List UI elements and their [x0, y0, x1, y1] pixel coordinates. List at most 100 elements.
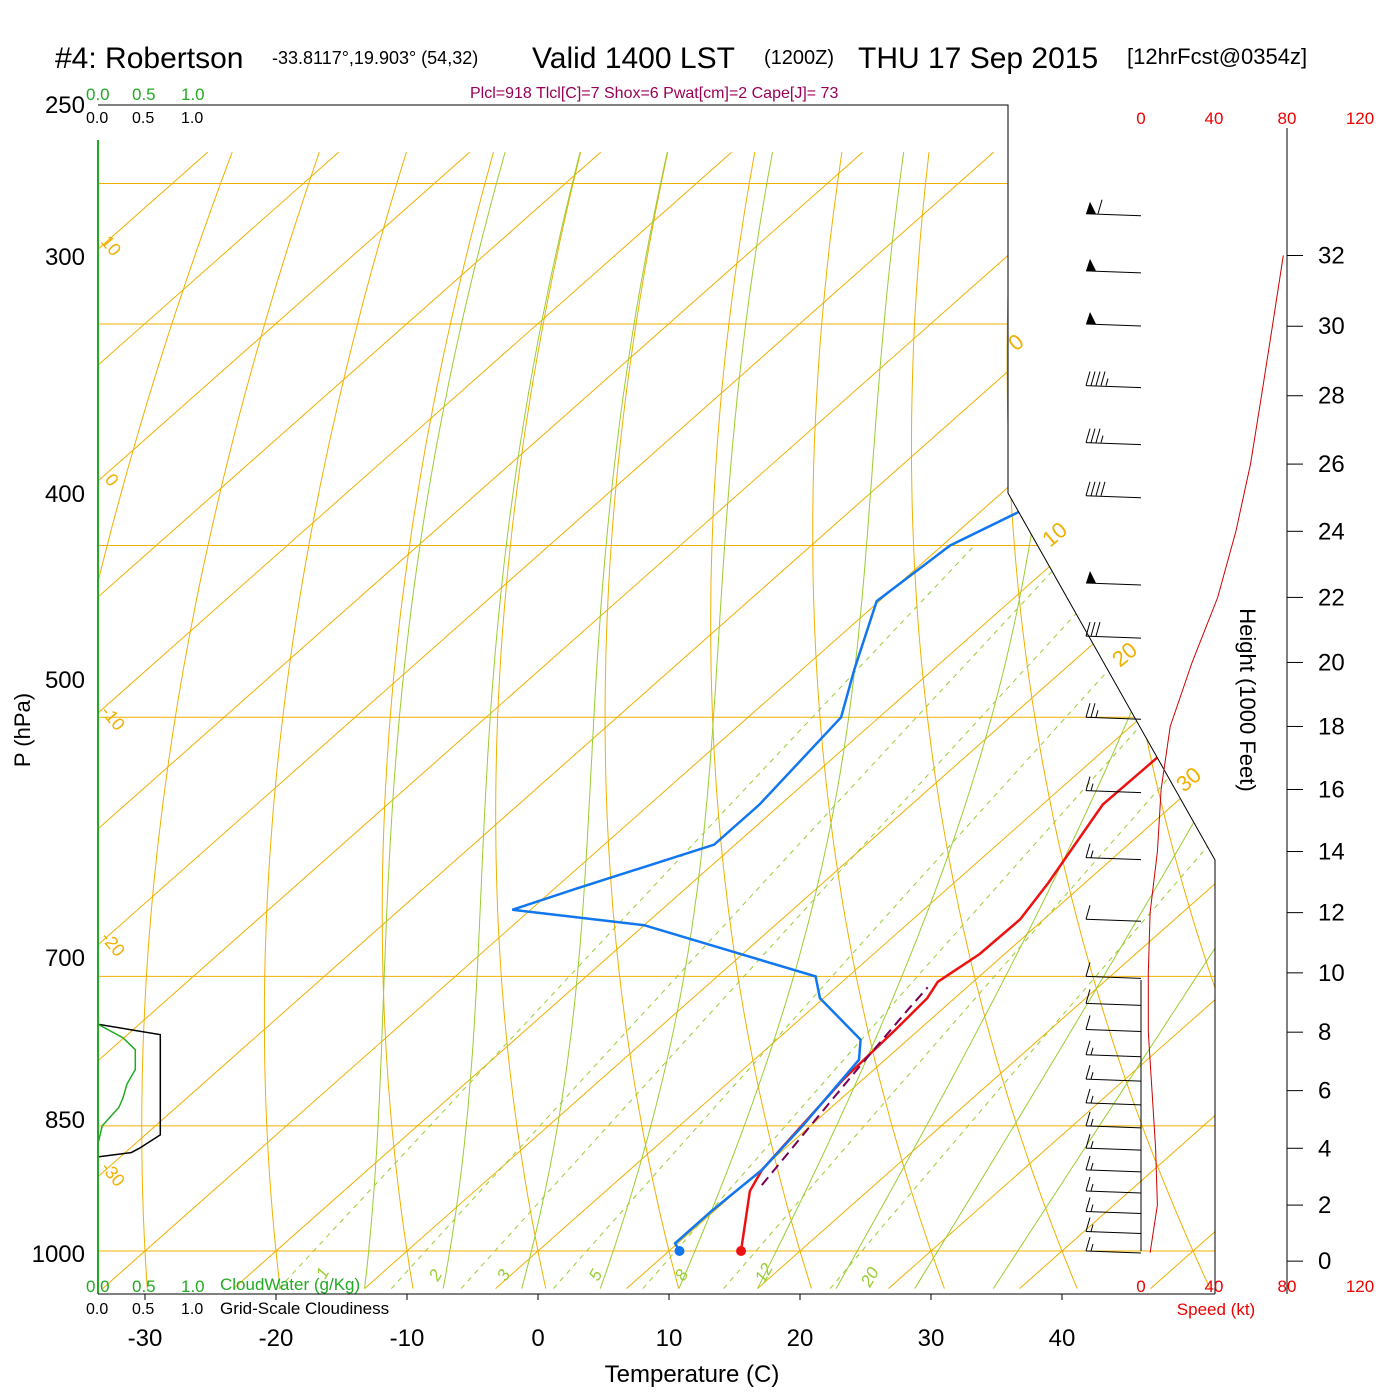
isotherm-line [98, 151, 471, 1289]
isotherm-line [98, 151, 340, 1289]
moist-adiabat [599, 152, 773, 1289]
temperature-tick: 20 [787, 1325, 814, 1352]
pressure-tick-2: 400 [45, 481, 85, 508]
speed-tick-top-1: 40 [1205, 109, 1224, 128]
cloud-scale-bottom: 0.0 0.5 1.0 CloudWater (g/Kg) 0.0 0.5 1.… [86, 1275, 389, 1318]
zulu-time: (1200Z) [764, 47, 834, 69]
wind-speed-profile [1147, 255, 1284, 1253]
stability-indices: Plcl=918 Tlcl[C]=7 Shox=6 Pwat[cm]=2 Cap… [470, 85, 838, 102]
wind-barb [1085, 989, 1142, 1006]
height-tick: 4 [1318, 1135, 1331, 1162]
wind-barb [1085, 1236, 1142, 1254]
wind-barb [1085, 571, 1142, 586]
temperature-tick: 10 [656, 1325, 683, 1352]
dry-adiabat [911, 152, 1078, 1289]
pressure-tick-0: 250 [45, 92, 85, 119]
height-tick: 32 [1318, 243, 1345, 270]
temperature-surface-point [736, 1246, 747, 1256]
cloud-scale-bottom-black-1: 0.5 [132, 1301, 154, 1318]
mixing-ratio-labels: 1 2 3 5 8 12 20 [312, 1260, 883, 1291]
height-tick: 22 [1318, 584, 1345, 611]
cloud-scale-top-black-2: 1.0 [181, 110, 203, 127]
dry-adiabat [381, 151, 494, 1289]
wind-speed-trace [1147, 255, 1284, 1253]
height-tick: 12 [1318, 900, 1345, 927]
wind-barb [1085, 258, 1142, 274]
pressure-tick-4: 700 [45, 945, 85, 972]
isotherm-line [233, 151, 1215, 1289]
cloud-scale-bottom-green-0: 0.0 [86, 1277, 110, 1296]
isotherm-line [495, 151, 1215, 1289]
pressure-tick-6: 1000 [32, 1241, 85, 1268]
speed-tick-bottom-1: 40 [1205, 1277, 1224, 1296]
mixing-ratio-line [829, 545, 1215, 1289]
dry-adiabat [263, 151, 407, 1289]
cloudiness-trace [98, 1023, 162, 1251]
wind-barb [1085, 1134, 1142, 1151]
mixing-ratio-line [723, 545, 1215, 1289]
height-tick: 28 [1318, 383, 1345, 410]
temperature-tick: -10 [390, 1325, 425, 1352]
dry-adiabat [1006, 152, 1211, 1289]
temperature-axis-label: Temperature (C) [605, 1361, 780, 1388]
isotherm-line [98, 151, 1215, 1289]
isotherm-label-1: -20 [97, 928, 129, 961]
speed-tick-top-3: 120 [1346, 109, 1374, 128]
height-tick: 2 [1318, 1192, 1331, 1219]
dry-adiabat [141, 151, 320, 1289]
isotherm-line [98, 151, 733, 1289]
isotherm-line [98, 151, 995, 1289]
cloud-scale-top-green-2: 1.0 [181, 85, 205, 104]
speed-axis-label: Speed (kt) [1177, 1300, 1255, 1319]
isotherm-label-3: 0 [101, 470, 123, 491]
moist-adiabat [442, 151, 581, 1289]
pressure-tick-3: 500 [45, 667, 85, 694]
thermo-grid [98, 151, 1215, 1289]
wind-barb [1085, 962, 1142, 979]
dry-adiabat [604, 151, 680, 1289]
height-tick: 18 [1318, 713, 1345, 740]
isotherm-label-6: 10 [1037, 517, 1072, 552]
isotherm-line [98, 151, 602, 1289]
cloud-scale-top-black-0: 0.0 [86, 110, 108, 127]
cloud-scale-top: 0.0 0.5 1.0 0.0 0.5 1.0 [86, 85, 205, 127]
cloud-scale-bottom-black-2: 1.0 [181, 1301, 203, 1318]
wind-barb [1085, 1040, 1142, 1058]
dew-point-trace [511, 213, 1215, 1252]
mixing-ratio-line [278, 545, 975, 1289]
wind-barb [1085, 1111, 1142, 1129]
dew-point-surface-point [674, 1246, 685, 1256]
parcel-trace [761, 986, 929, 1186]
isotherm-line [98, 151, 1126, 1289]
height-tick: 6 [1318, 1078, 1331, 1105]
wind-barb [1085, 1015, 1142, 1032]
wind-barb [1085, 199, 1142, 217]
cloud-scale-bottom-green-1: 0.5 [132, 1277, 156, 1296]
cloud-scale-top-green-1: 0.5 [132, 85, 156, 104]
isotherm-labels: -30 -20 -10 0 10 0 10 20 30 [97, 232, 1206, 1191]
moist-adiabat [678, 152, 905, 1289]
cloud-scale-top-black-1: 0.5 [132, 110, 154, 127]
wind-barb [1085, 311, 1142, 327]
height-axis: Height (1000 Feet) 024681012141618202224… [1235, 128, 1345, 1294]
height-tick: 24 [1318, 518, 1345, 545]
valid-time: Valid 1400 LST [532, 42, 735, 75]
wind-barb [1085, 1088, 1142, 1106]
cloudwater-trace [98, 1023, 137, 1144]
temperature-tick: -30 [128, 1325, 163, 1352]
height-tick: 20 [1318, 649, 1345, 676]
wind-barb [1085, 371, 1142, 389]
height-tick: 8 [1318, 1019, 1331, 1046]
dry-adiabat [98, 151, 233, 1289]
isotherm-line [364, 151, 1215, 1289]
moist-adiabat [364, 151, 506, 1289]
mixing-ratio-line [553, 545, 1215, 1289]
isotherm-label-4: 10 [97, 232, 125, 260]
temperature-tick: 40 [1049, 1325, 1076, 1352]
mixing-ratio-label-1: 2 [425, 1266, 447, 1285]
cloud-scale-bottom-green-2: 1.0 [181, 1277, 205, 1296]
dry-adiabat [710, 152, 812, 1289]
height-tick: 10 [1318, 960, 1345, 987]
moist-adiabat [992, 151, 1215, 1289]
